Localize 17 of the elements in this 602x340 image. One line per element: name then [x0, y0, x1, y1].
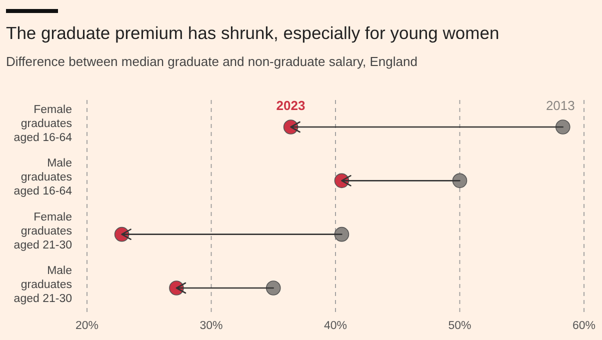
y-tick-label: Male graduates aged 16-64 — [14, 158, 73, 198]
x-tick-label: 20% — [75, 320, 99, 332]
series-label: 2023 — [276, 98, 306, 113]
point — [266, 280, 281, 296]
point — [555, 120, 570, 134]
y-tick-label: Female graduates aged 21-30 — [14, 211, 72, 252]
chart-title: The graduate premium has shrunk, especially for young women — [6, 23, 500, 43]
y-tick-label: Male graduates aged 21-30 — [14, 265, 72, 305]
x-tick-label: 40% — [324, 320, 348, 332]
series-label: 2013 — [546, 98, 575, 113]
x-tick-label: 30% — [200, 320, 223, 332]
x-tick-label: 60% — [572, 320, 596, 332]
x-tick-label: 50% — [448, 320, 472, 332]
point — [452, 173, 468, 188]
point — [334, 226, 350, 242]
y-tick-label: Female graduates aged 16-64 — [14, 104, 73, 144]
chart-subtitle: Difference between median graduate and non-graduate salary, England — [6, 54, 418, 69]
